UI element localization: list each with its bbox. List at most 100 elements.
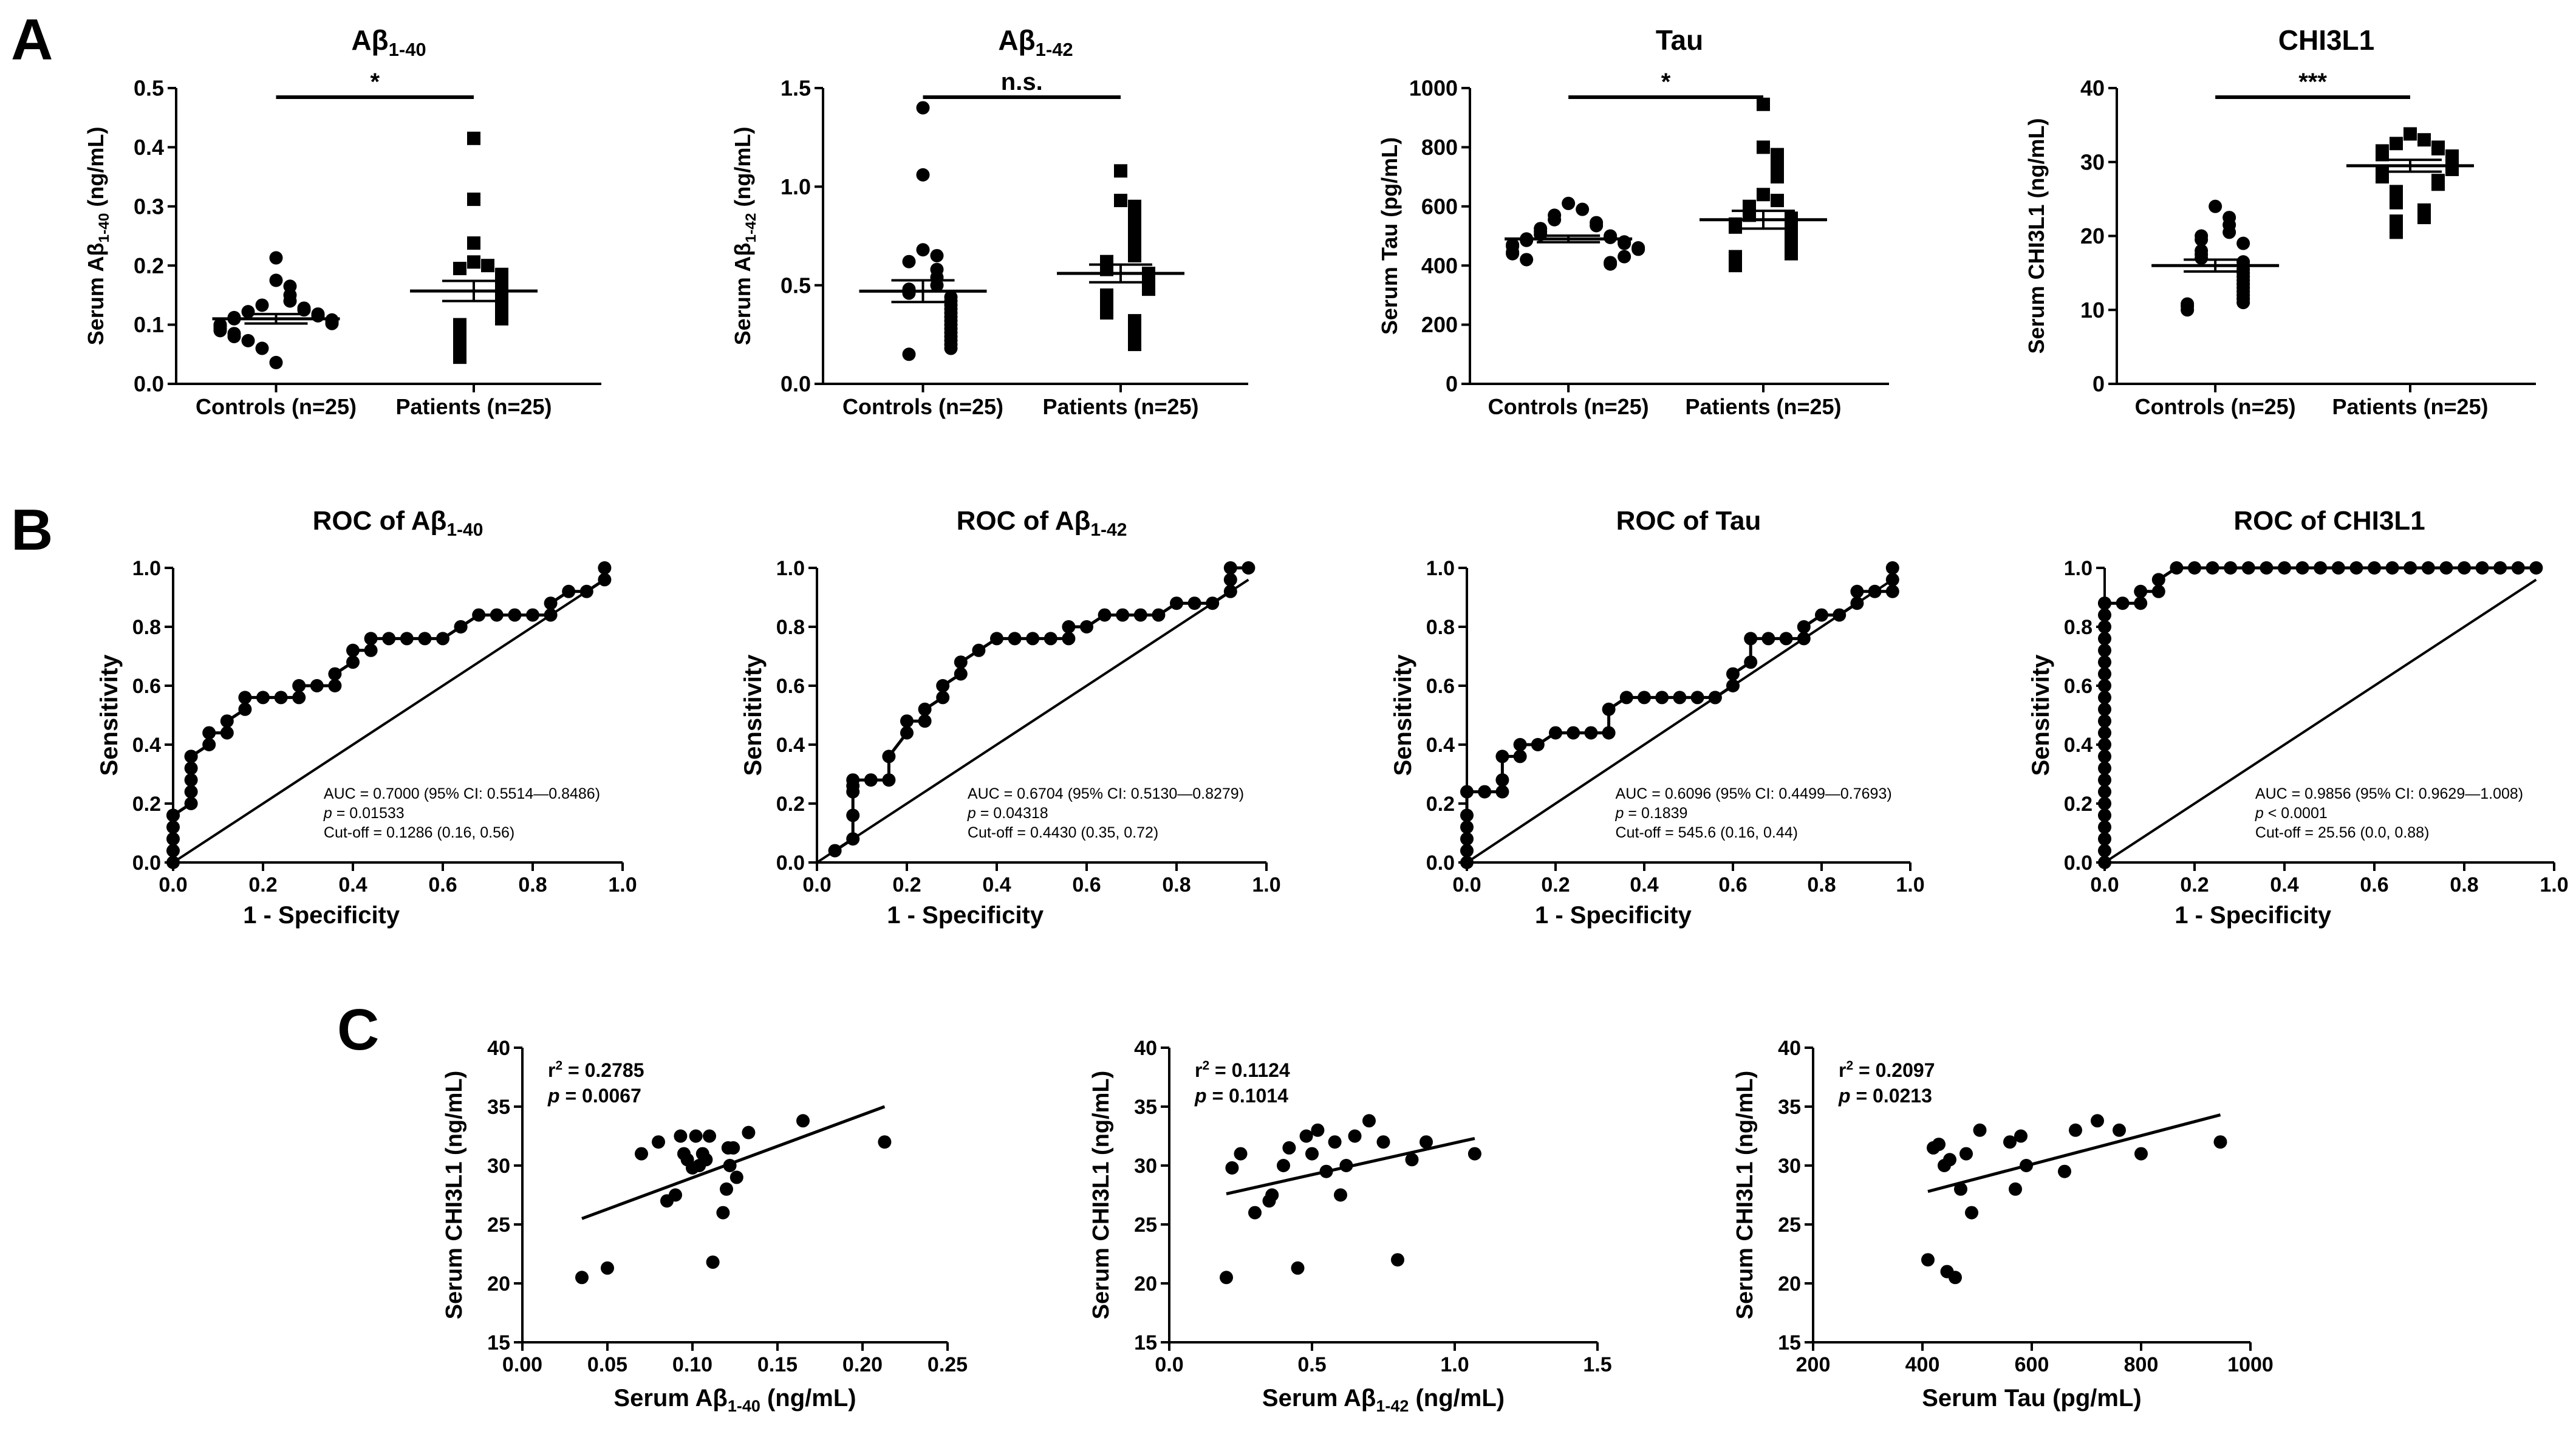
y-tick-label: 15 — [487, 1331, 510, 1354]
roc-point — [1690, 691, 1704, 705]
data-point — [706, 1255, 720, 1269]
p-value-annotation: p = 0.1839 — [1615, 805, 1688, 822]
y-tick-label: 0.2 — [776, 793, 805, 816]
y-axis-label: Serum CHI3L1 (ng/mL) — [2024, 118, 2049, 353]
data-point — [2181, 303, 2195, 317]
y-axis-label: Serum CHI3L1 (ng/mL) — [1088, 1071, 1114, 1320]
x-tick-label: 0.6 — [1718, 873, 1747, 896]
r-symbol: r — [1839, 1059, 1846, 1081]
roc-point — [2098, 620, 2111, 633]
data-point — [1959, 1147, 1973, 1161]
data-point — [481, 259, 494, 273]
roc-point — [2098, 691, 2111, 705]
y-tick-label: 0.3 — [134, 194, 164, 219]
roc-point — [2134, 584, 2148, 598]
r-squared-annotation: r2 = 0.1124 — [1195, 1059, 1290, 1081]
chart-title-main: CHI3L1 — [2278, 24, 2374, 56]
y-tick-label: 0.0 — [1426, 852, 1455, 875]
roc-point — [1187, 596, 1201, 610]
data-point — [453, 350, 466, 364]
cutoff-annotation: Cut-off = 25.56 (0.0, 0.88) — [2255, 824, 2430, 841]
reference-diagonal — [816, 578, 1249, 864]
roc-point — [828, 844, 842, 858]
x-tick-label: 0.8 — [2450, 873, 2478, 896]
data-point — [1225, 1161, 1239, 1175]
y-tick-label: 0.5 — [134, 76, 164, 101]
roc-point — [238, 691, 252, 705]
roc-point — [2295, 561, 2309, 575]
roc-point — [1726, 667, 1740, 681]
y-tick-label: 0.6 — [776, 675, 805, 698]
y-tick-label: 25 — [1134, 1214, 1157, 1237]
dot-plot-tau: 0 200 400 600 800 1000 Serum Tau (pg/mL) Tau Con… — [1377, 24, 1889, 419]
data-point — [1932, 1138, 1946, 1152]
y-tick-label: 0 — [1446, 372, 1458, 397]
p-value-annotation: p = 0.1014 — [1194, 1085, 1288, 1107]
roc-point — [2098, 679, 2111, 692]
chart-title-main: ROC of CHI3L1 — [2233, 506, 2425, 536]
roc-point — [1206, 596, 1220, 610]
y-tick-label: 25 — [487, 1214, 510, 1237]
x-tick-label: 0.2 — [1541, 873, 1570, 896]
y-axis-label-units: (ng/mL) — [83, 127, 108, 213]
x-tick-label: 0.4 — [2270, 873, 2298, 896]
roc-chart-tau: 0.0 0.2 0.4 0.6 0.8 1.0 0.0 0.2 0.4 0.6 0.8 1.0 ROC … — [1390, 506, 1925, 929]
data-point — [1248, 1206, 1262, 1220]
correlation-chart-tau: 15 20 25 30 35 40 200 400 600 800 1000 Serum CHI3L1… — [1732, 1037, 2274, 1412]
x-tick-label: 1.0 — [1896, 873, 1924, 896]
x-axis-label: 1 - Specificity — [243, 902, 400, 929]
chart-title-main: Tau — [1656, 24, 1703, 56]
data-point — [213, 324, 227, 338]
y-tick-label: 40 — [1134, 1037, 1157, 1060]
roc-point — [1460, 832, 1474, 846]
roc-point — [1619, 691, 1633, 705]
data-point — [1128, 338, 1141, 352]
x-tick-label: 0.0 — [2090, 873, 2119, 896]
y-axis-label: Serum Aβ1-40 (ng/mL) — [83, 127, 112, 346]
roc-point — [1744, 655, 1758, 669]
data-point — [689, 1129, 703, 1143]
p-symbol: p — [967, 805, 976, 822]
y-tick-label: 15 — [1778, 1331, 1801, 1354]
roc-point — [2331, 561, 2345, 575]
y-tick-label: 600 — [1421, 194, 1458, 219]
y-axis-label-main: Serum Aβ — [83, 243, 108, 346]
roc-point — [2098, 596, 2111, 610]
data-point — [1100, 306, 1113, 320]
data-point — [467, 236, 480, 250]
roc-point — [1495, 773, 1509, 787]
data-point — [916, 101, 930, 115]
data-point — [1771, 148, 1784, 162]
y-tick-label: 0.8 — [132, 616, 161, 639]
roc-point — [2098, 832, 2111, 846]
y-tick-label: 0.4 — [1426, 734, 1455, 757]
x-axis-label-units: (ng/mL) — [1409, 1385, 1505, 1412]
roc-point — [220, 714, 234, 728]
roc-point — [2224, 561, 2238, 575]
roc-point — [364, 643, 378, 657]
y-tick-label: 1.0 — [776, 557, 805, 580]
roc-point — [544, 608, 558, 622]
roc-point — [436, 632, 449, 646]
r-symbol: r — [548, 1059, 555, 1081]
data-point — [241, 333, 255, 347]
roc-point — [2205, 561, 2219, 575]
data-point — [1921, 1253, 1935, 1267]
roc-point — [1885, 584, 1899, 598]
y-tick-label: 10 — [2080, 298, 2105, 323]
roc-point — [1026, 632, 1040, 646]
data-point — [255, 298, 269, 312]
y-axis-label-main: Serum Aβ — [730, 243, 755, 346]
chart-title-subscript: 1-42 — [1036, 39, 1073, 60]
y-tick-label: 0.2 — [132, 793, 161, 816]
p-symbol: p — [1838, 1085, 1851, 1107]
data-point — [916, 168, 930, 182]
roc-point — [1850, 596, 1864, 610]
y-axis-label: Sensitivity — [96, 654, 123, 776]
x-tick-label: 1.0 — [608, 873, 637, 896]
roc-point — [256, 691, 270, 705]
data-point — [1128, 248, 1141, 262]
y-axis-label: Sensitivity — [2028, 654, 2054, 776]
roc-point — [1638, 691, 1651, 705]
